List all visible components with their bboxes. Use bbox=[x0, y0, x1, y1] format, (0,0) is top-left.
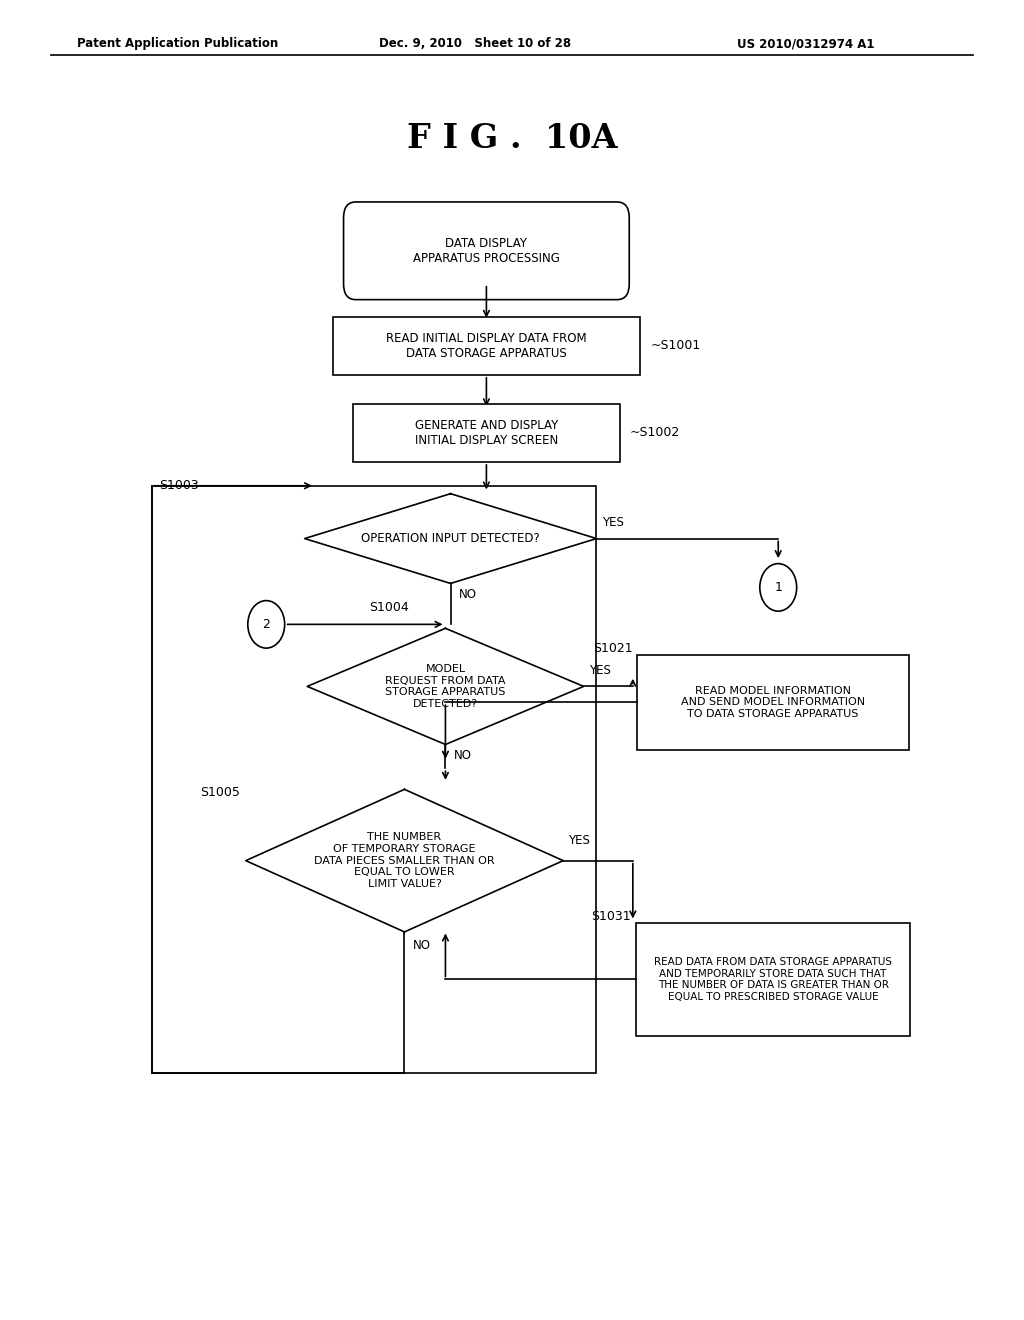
Text: YES: YES bbox=[568, 834, 590, 847]
Text: S1005: S1005 bbox=[200, 785, 240, 799]
Text: S1004: S1004 bbox=[369, 601, 409, 614]
Bar bbox=[152, 486, 596, 1073]
Text: Patent Application Publication: Patent Application Publication bbox=[77, 37, 279, 50]
Text: S1031: S1031 bbox=[591, 909, 631, 923]
Text: DATA DISPLAY
APPARATUS PROCESSING: DATA DISPLAY APPARATUS PROCESSING bbox=[413, 236, 560, 265]
FancyBboxPatch shape bbox=[343, 202, 629, 300]
Text: 1: 1 bbox=[774, 581, 782, 594]
Polygon shape bbox=[246, 789, 563, 932]
Text: GENERATE AND DISPLAY
INITIAL DISPLAY SCREEN: GENERATE AND DISPLAY INITIAL DISPLAY SCR… bbox=[415, 418, 558, 447]
Text: READ INITIAL DISPLAY DATA FROM
DATA STORAGE APPARATUS: READ INITIAL DISPLAY DATA FROM DATA STOR… bbox=[386, 331, 587, 360]
Text: READ MODEL INFORMATION
AND SEND MODEL INFORMATION
TO DATA STORAGE APPARATUS: READ MODEL INFORMATION AND SEND MODEL IN… bbox=[681, 685, 865, 719]
Polygon shape bbox=[305, 494, 596, 583]
Text: NO: NO bbox=[459, 587, 477, 601]
Bar bbox=[333, 317, 640, 375]
Text: THE NUMBER
OF TEMPORARY STORAGE
DATA PIECES SMALLER THAN OR
EQUAL TO LOWER
LIMIT: THE NUMBER OF TEMPORARY STORAGE DATA PIE… bbox=[314, 833, 495, 888]
Text: 2: 2 bbox=[262, 618, 270, 631]
Text: MODEL
REQUEST FROM DATA
STORAGE APPARATUS
DETECTED?: MODEL REQUEST FROM DATA STORAGE APPARATU… bbox=[385, 664, 506, 709]
Polygon shape bbox=[307, 628, 584, 744]
Text: ~S1001: ~S1001 bbox=[650, 339, 700, 352]
Text: YES: YES bbox=[602, 516, 624, 529]
Text: F I G .  10A: F I G . 10A bbox=[407, 121, 617, 154]
Bar bbox=[637, 655, 909, 750]
Text: US 2010/0312974 A1: US 2010/0312974 A1 bbox=[737, 37, 874, 50]
Text: YES: YES bbox=[589, 664, 610, 677]
Text: NO: NO bbox=[413, 939, 431, 952]
Bar bbox=[353, 404, 620, 462]
Text: Dec. 9, 2010   Sheet 10 of 28: Dec. 9, 2010 Sheet 10 of 28 bbox=[379, 37, 571, 50]
Text: OPERATION INPUT DETECTED?: OPERATION INPUT DETECTED? bbox=[361, 532, 540, 545]
Text: ~S1002: ~S1002 bbox=[630, 426, 680, 440]
Text: S1003: S1003 bbox=[159, 479, 199, 492]
Text: READ DATA FROM DATA STORAGE APPARATUS
AND TEMPORARILY STORE DATA SUCH THAT
THE N: READ DATA FROM DATA STORAGE APPARATUS AN… bbox=[654, 957, 892, 1002]
Text: S1021: S1021 bbox=[593, 642, 633, 655]
Text: NO: NO bbox=[454, 748, 472, 762]
Bar bbox=[636, 923, 910, 1036]
